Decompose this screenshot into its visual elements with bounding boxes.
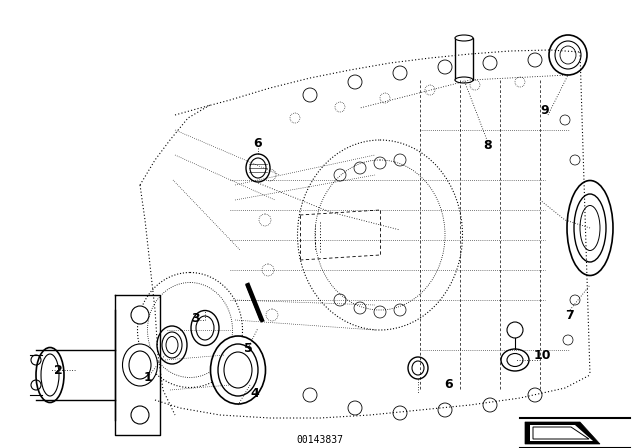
Text: 00143837: 00143837 bbox=[296, 435, 344, 445]
Text: 6: 6 bbox=[253, 137, 262, 150]
Ellipse shape bbox=[455, 77, 473, 83]
Text: 3: 3 bbox=[191, 311, 199, 324]
Bar bbox=[455, 38, 473, 80]
Ellipse shape bbox=[567, 181, 613, 276]
Polygon shape bbox=[530, 425, 593, 441]
Text: 2: 2 bbox=[54, 363, 62, 376]
Text: 5: 5 bbox=[244, 341, 252, 354]
Ellipse shape bbox=[36, 348, 64, 402]
Circle shape bbox=[131, 406, 149, 424]
Text: 6: 6 bbox=[445, 378, 453, 391]
Ellipse shape bbox=[555, 41, 581, 69]
Ellipse shape bbox=[246, 154, 270, 182]
Text: 7: 7 bbox=[566, 309, 574, 322]
Text: 9: 9 bbox=[541, 103, 549, 116]
Text: 1: 1 bbox=[143, 370, 152, 383]
Text: 4: 4 bbox=[251, 387, 259, 400]
Ellipse shape bbox=[211, 336, 266, 404]
Ellipse shape bbox=[501, 349, 529, 371]
Ellipse shape bbox=[455, 35, 473, 41]
Ellipse shape bbox=[162, 332, 182, 358]
Text: 8: 8 bbox=[484, 138, 492, 151]
Ellipse shape bbox=[122, 344, 157, 386]
Ellipse shape bbox=[549, 35, 587, 75]
Ellipse shape bbox=[408, 357, 428, 379]
Circle shape bbox=[507, 322, 523, 338]
Ellipse shape bbox=[191, 310, 219, 345]
Circle shape bbox=[131, 306, 149, 324]
Ellipse shape bbox=[218, 344, 258, 396]
Polygon shape bbox=[525, 422, 600, 444]
Ellipse shape bbox=[574, 194, 606, 262]
Ellipse shape bbox=[157, 326, 187, 364]
Text: 10: 10 bbox=[533, 349, 551, 362]
